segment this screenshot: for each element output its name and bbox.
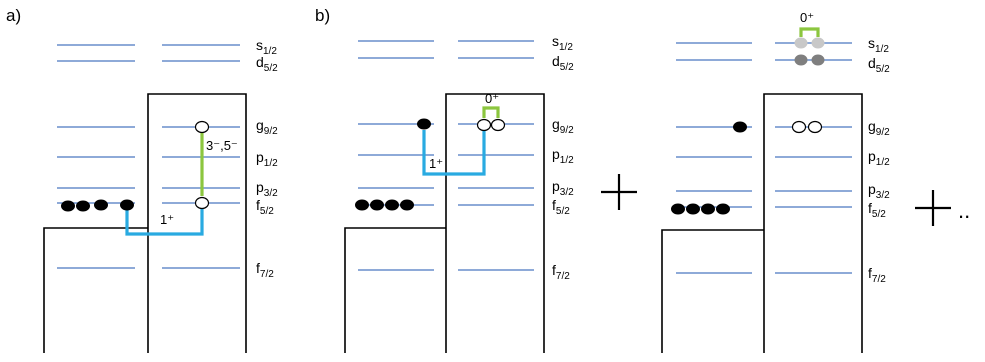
gt-label-a: 1⁺ [160,212,174,227]
pair-label-b: 0⁺ [485,91,499,106]
panel-a-tag: a) [6,6,21,25]
proton-particle [417,118,431,130]
label-p12: p1/2 [256,149,278,169]
proton-particle [400,199,414,211]
label-d52: d5/2 [256,54,278,74]
gt-transition-b [422,130,486,176]
proton-well-wall [43,227,148,353]
label-g92: g9/2 [868,118,890,138]
label-f72: f7/2 [552,262,570,282]
scattered-pair-particle [811,37,825,49]
scattered-pair-particle [811,54,825,66]
proton-particle [701,203,715,215]
label-s12: s1/2 [868,35,889,55]
label-s12: s1/2 [256,37,277,57]
label-p12: p1/2 [868,148,890,168]
proton-particle [76,200,90,212]
plus-operator-1 [601,174,637,210]
neutron-well-wall [763,93,863,353]
neutron-well-wall [445,93,545,353]
label-p32: p3/2 [868,181,890,201]
label-p32: p3/2 [552,178,574,198]
proton-well-wall [661,229,764,353]
panel-c: s1/2 d5/2 g9/2 p1/2 p3/2 f5/2 f7/2 0⁺ [661,10,890,353]
gt-transition-a [125,208,204,236]
proton-particle [120,199,134,211]
ellipsis: .. [958,198,970,223]
panel-b: b) s1/2 d5/2 g9/2 p1/2 p3/2 f5/2 f7/2 1⁺… [315,6,574,353]
level-labels-c: s1/2 d5/2 g9/2 p1/2 p3/2 f5/2 f7/2 [868,35,890,285]
level-labels-a: s1/2 d5/2 g9/2 p1/2 p3/2 f5/2 f7/2 [256,37,278,280]
neutron-hole [194,120,210,134]
proton-particle [385,199,399,211]
multipole-label-a: 3⁻,5⁻ [206,138,238,153]
pair-transition-b [482,106,500,118]
label-s12: s1/2 [552,33,573,53]
scattered-pair-particle [794,54,808,66]
label-d52: d5/2 [552,53,574,73]
label-g92: g9/2 [256,117,278,137]
label-p32: p3/2 [256,179,278,199]
pair-label-c: 0⁺ [800,10,814,25]
neutron-well-wall [147,93,247,353]
label-p12: p1/2 [552,146,574,166]
label-f52: f5/2 [552,197,570,217]
label-f72: f7/2 [868,265,886,285]
proton-particle [686,203,700,215]
gt-label-b: 1⁺ [429,156,443,171]
label-g92: g9/2 [552,116,574,136]
proton-well-wall [344,227,446,353]
level-labels-b: s1/2 d5/2 g9/2 p1/2 p3/2 f5/2 f7/2 [552,33,574,282]
neutron-hole [490,118,506,132]
label-f52: f5/2 [256,197,274,217]
proton-particle [370,199,384,211]
panel-b-tag: b) [315,6,330,25]
neutron-hole [194,196,210,210]
proton-particle [671,203,685,215]
pair-transition-c [799,27,820,37]
proton-particle [733,121,747,133]
proton-particle [355,199,369,211]
neutron-hole [791,120,807,134]
proton-particle [94,199,108,211]
proton-particle [61,200,75,212]
panel-a: a) s1/2 d5/2 g9/2 p1/2 p3/2 f5/2 f7/2 [6,6,278,353]
label-d52: d5/2 [868,55,890,75]
plus-operator-2 [915,190,951,226]
label-f72: f7/2 [256,260,274,280]
neutron-hole [807,120,823,134]
scattered-pair-particle [794,37,808,49]
neutron-hole [476,118,492,132]
label-f52: f5/2 [868,200,886,220]
proton-particle [716,203,730,215]
